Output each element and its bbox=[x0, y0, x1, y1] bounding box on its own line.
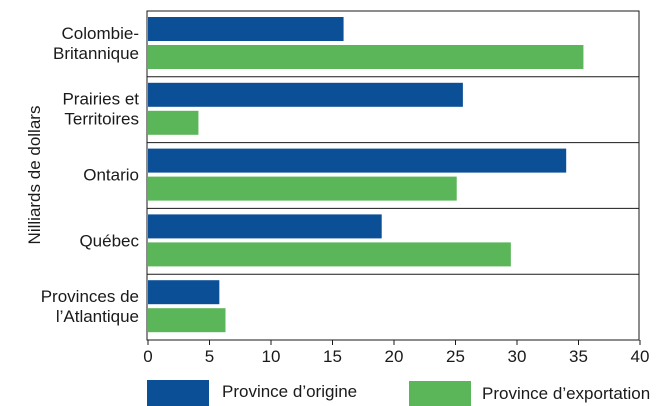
bar-origin bbox=[148, 214, 382, 239]
bar-export bbox=[148, 242, 511, 267]
bar-origin bbox=[148, 148, 567, 173]
category-label: Colombie-Britannique bbox=[53, 24, 139, 63]
bar-export bbox=[148, 110, 199, 135]
category-label: Provinces de l’Atlantique bbox=[41, 287, 139, 326]
category-label: Québec bbox=[79, 231, 139, 250]
bar-origin bbox=[148, 17, 344, 41]
x-tick-label: 15 bbox=[323, 347, 342, 366]
legend-swatch bbox=[147, 380, 209, 406]
x-tick-label: 35 bbox=[569, 347, 588, 366]
bar-export bbox=[148, 45, 584, 69]
x-tick-label: 40 bbox=[631, 347, 650, 366]
category-label: Ontario bbox=[83, 166, 139, 185]
bar-origin bbox=[148, 280, 220, 305]
x-tick-label: 25 bbox=[446, 347, 465, 366]
plot-frame bbox=[146, 10, 640, 341]
bar-origin bbox=[148, 82, 463, 107]
x-tick-label: 30 bbox=[508, 347, 527, 366]
legend-label: Province d’origine bbox=[222, 382, 357, 401]
x-tick-label: 20 bbox=[385, 347, 404, 366]
legend-swatch bbox=[409, 381, 471, 406]
bar-export bbox=[148, 308, 226, 333]
y-axis-title: Nilliards de dollars bbox=[25, 106, 44, 245]
x-tick-label: 0 bbox=[143, 347, 152, 366]
category-label: Prairies et Territoires bbox=[62, 90, 139, 129]
x-tick-label: 10 bbox=[262, 347, 281, 366]
legend-label: Province d’exportation bbox=[482, 384, 650, 403]
x-tick-label: 5 bbox=[205, 347, 214, 366]
bar-export bbox=[148, 176, 457, 201]
